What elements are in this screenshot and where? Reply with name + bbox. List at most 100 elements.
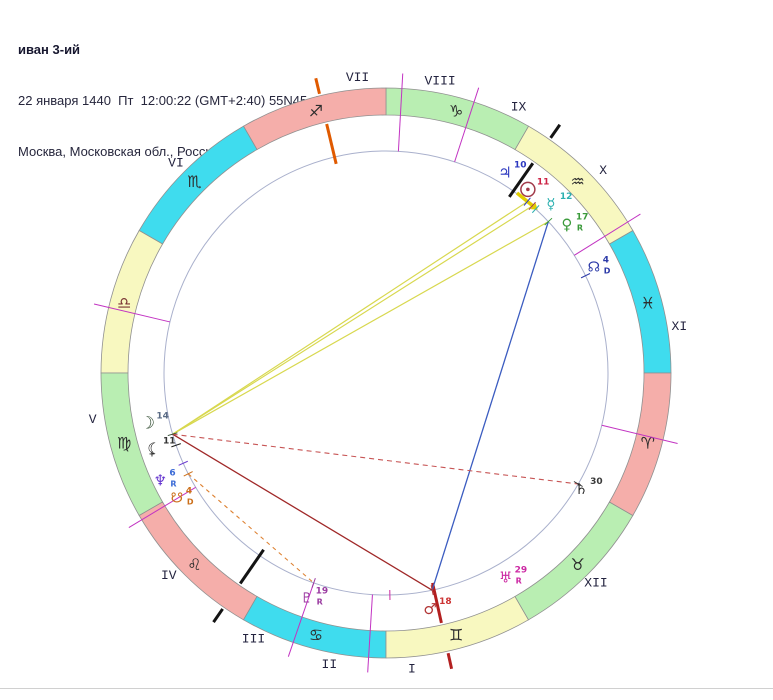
tick-jupiter [523,197,531,206]
planet-degree-mars: 18 [439,597,452,607]
conjunction-marker-arrowhead [530,202,538,210]
sign-glyph-leo: ♌ [187,555,201,574]
planet-moon: ☽ 14 [140,412,169,434]
chart-header: иван 3-ий 22 января 1440 Пт 12:00:22 (GM… [18,6,352,177]
planet-degree-lilith: 11 [163,436,176,446]
planet-north-node: ☊ 4D [588,256,611,276]
sign-glyph-scorpio: ♏ [187,172,201,191]
planet-degree-sun: 11 [537,177,550,187]
sign-glyph-pisces: ♓ [641,293,655,312]
aspect-node-pluto [187,473,315,584]
planet-glyph-mars: ♂ [423,600,436,618]
house-numeral-iii: III [242,631,265,646]
tick-venus [544,217,553,226]
tick-moon [167,432,178,437]
asc-axis-seg0 [431,582,443,624]
house-cusp-line-2 [574,213,641,256]
planet-glyph-sun [520,181,536,198]
house-numeral-i: I [408,661,416,676]
aspect-moon-jupiter [172,201,528,435]
sign-segment-aries [608,372,672,517]
planet-status-neptune: R [170,480,176,489]
planet-glyph-neptune: ♆ [154,472,167,490]
house-cusps [93,73,678,673]
aspect-moon-saturn [172,433,579,485]
planet-glyph-saturn: ♄ [574,480,587,498]
house-cusp-line-5 [287,582,315,657]
planet-lilith: ☾+11 [147,436,175,458]
aspect-lines [172,191,579,591]
dsc-axis-seg0 [325,123,338,165]
chart-title: иван 3-ий [18,42,81,57]
house-numeral-ii: II [322,657,338,672]
planet-mercury: ☿ 12 [546,192,572,213]
planet-mars: ♂ 18 [423,597,451,618]
zodiac-ring: ♓ ♒ ♑ ♐ ♏ ♎ ♍ ♌ ♋ ♊ ♉ ♈ [100,87,672,659]
planet-degree-mercury: 12 [560,192,573,202]
house-cusp-line-6 [128,486,196,528]
ic-axis-seg1 [212,608,224,623]
planet-degree-south-node: 4 [186,487,192,497]
house-cusp-line-7 [93,303,171,323]
planet-glyph-pluto: ♇ [300,590,313,606]
chart-axes [212,77,562,670]
tick-mars [430,585,434,596]
house-numeral-vii: VII [346,70,369,85]
planet-jupiter: ♃ 10 [498,161,526,182]
house-numeral-vi: VI [168,155,184,170]
sign-glyph-cancer: ♋ [309,625,323,644]
sign-glyph-capricorn: ♑ [449,102,463,121]
house-numeral-ix: IX [511,100,527,115]
sign-segment-libra [100,229,164,374]
house-cusp-line-3 [601,424,678,445]
house-numeral-iv: IV [161,568,177,583]
sign-glyph-gemini: ♊ [449,625,463,644]
tick-mercury [531,205,540,214]
tick-lilith [171,443,181,448]
tick-sun [528,201,536,211]
house-numeral-xi: XI [672,319,688,334]
planet-status-uranus: R [516,577,522,586]
house-cusp-line-0 [397,73,404,152]
planet-glyph-venus: ♀ [561,215,572,233]
dsc-axis-seg1 [314,77,321,95]
window-bottom-border [0,688,773,689]
aspect-moon-venus [172,221,549,435]
planet-venus: ♀ 17R [561,212,588,233]
house-numeral-viii: VIII [425,73,456,88]
mc-axis-seg1 [549,123,562,139]
sign-glyph-taurus: ♉ [570,555,584,574]
planet-south-node: ☋ 4D [171,487,194,507]
house-numeral-xii: XII [584,576,607,591]
house-numeral-v: V [89,412,97,427]
planet-glyph-mercury: ☿ [546,195,555,213]
planet-glyph-lilith: ☾ [147,439,160,457]
tick-north-node [580,273,591,279]
aspect-moon-sun [172,205,533,435]
planet-status-south-node: D [187,498,194,507]
ic-axis-seg0 [239,548,265,585]
planet-glyph-moon: ☽ [140,414,155,434]
tick-south-node [183,471,193,477]
house-cusp-line-1 [454,87,480,163]
aspect-moon-mars [172,433,433,591]
inner-circle [163,150,609,596]
planet-glyph-south-node: ☋ [171,491,183,507]
planet-saturn: ♄ 30 [574,477,602,498]
tick-neptune [178,460,188,466]
planet-degree-uranus: 29 [515,566,528,576]
planet-subglyph-lilith: + [149,449,156,458]
planet-degree-neptune: 6 [169,469,175,479]
asc-axis-seg1 [446,652,454,670]
planet-degree-jupiter: 10 [514,161,527,171]
sign-glyph-aries: ♈ [641,434,655,453]
tick-pluto [311,578,316,588]
aspect-circle [163,150,609,596]
sign-glyph-sagittarius: ♐ [309,102,323,121]
sign-glyph-virgo: ♍ [117,434,131,453]
aspect-venus-mars [431,221,549,591]
sign-glyph-aquarius: ♒ [570,172,584,191]
